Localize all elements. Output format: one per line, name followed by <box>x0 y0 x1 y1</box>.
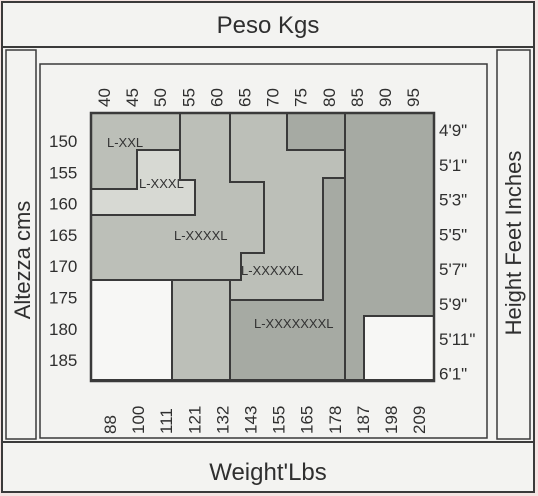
feet-tick-label: 5'9" <box>439 295 467 314</box>
kg-tick-label: 85 <box>348 88 367 107</box>
label-l-xxxxl: L-XXXXL <box>174 228 227 243</box>
feet-tick-label: 6'1" <box>439 365 467 384</box>
left-panel <box>5 49 37 440</box>
top-title: Peso Kgs <box>217 12 320 39</box>
region-empty-lower-right <box>363 315 435 381</box>
kg-tick-label: 40 <box>95 88 114 107</box>
feet-tick-label: 5'1" <box>439 156 467 175</box>
cm-tick-label: 150 <box>49 132 77 151</box>
lbs-tick-label: 178 <box>326 406 345 434</box>
region-empty-lower-left <box>90 279 173 381</box>
cm-tick-label: 175 <box>49 289 77 308</box>
kg-tick-label: 65 <box>236 88 255 107</box>
kg-tick-label: 80 <box>320 88 339 107</box>
lbs-tick-label: 155 <box>270 406 289 434</box>
region-l-xxxxl-lower <box>171 279 231 381</box>
lbs-tick-label: 111 <box>157 408 176 434</box>
bottom-title: Weight'Lbs <box>209 459 327 486</box>
inner-frame <box>39 63 488 439</box>
label-l-xxxxxxxl: L-XXXXXXXL <box>254 316 334 331</box>
lbs-tick-label: 165 <box>298 406 317 434</box>
lbs-tick-label: 132 <box>213 406 232 434</box>
right-panel <box>496 49 531 440</box>
kg-tick-label: 75 <box>292 88 311 107</box>
feet-tick-label: 5'7" <box>439 260 467 279</box>
lbs-tick-label: 187 <box>354 406 373 434</box>
kg-tick-label: 95 <box>404 88 423 107</box>
cm-tick-label: 165 <box>49 226 77 245</box>
feet-tick-label: 5'11" <box>439 330 475 349</box>
cm-tick-label: 180 <box>49 320 77 339</box>
kg-tick-label: 90 <box>376 88 395 107</box>
cm-tick-label: 185 <box>49 351 77 370</box>
cm-tick-label: 160 <box>49 195 77 214</box>
label-l-xxxl: L-XXXL <box>139 176 184 191</box>
cm-tick-label: 155 <box>49 163 77 182</box>
feet-tick-label: 5'3" <box>439 191 467 210</box>
lbs-tick-label: 121 <box>185 406 204 434</box>
label-l-xxxxxl: L-XXXXXL <box>241 263 303 278</box>
kg-tick-label: 55 <box>179 88 198 107</box>
feet-tick-label: 5'5" <box>439 225 467 244</box>
lbs-tick-label: 209 <box>410 406 429 434</box>
lbs-tick-label: 88 <box>101 415 120 434</box>
feet-tick-label: 4'9" <box>439 121 467 140</box>
kg-tick-label: 45 <box>123 88 142 107</box>
lbs-tick-label: 100 <box>129 406 148 434</box>
chart-border <box>89 111 436 383</box>
label-l-xxl: L-XXL <box>107 135 143 150</box>
kg-tick-label: 60 <box>207 88 226 107</box>
right-title: Height Feet Inches <box>501 151 526 336</box>
lbs-tick-label: 198 <box>382 406 401 434</box>
kg-tick-label: 70 <box>264 88 283 107</box>
left-title: Altezza cms <box>10 201 35 320</box>
kg-tick-label: 50 <box>151 88 170 107</box>
lbs-tick-label: 143 <box>242 406 261 434</box>
cm-tick-label: 170 <box>49 257 77 276</box>
